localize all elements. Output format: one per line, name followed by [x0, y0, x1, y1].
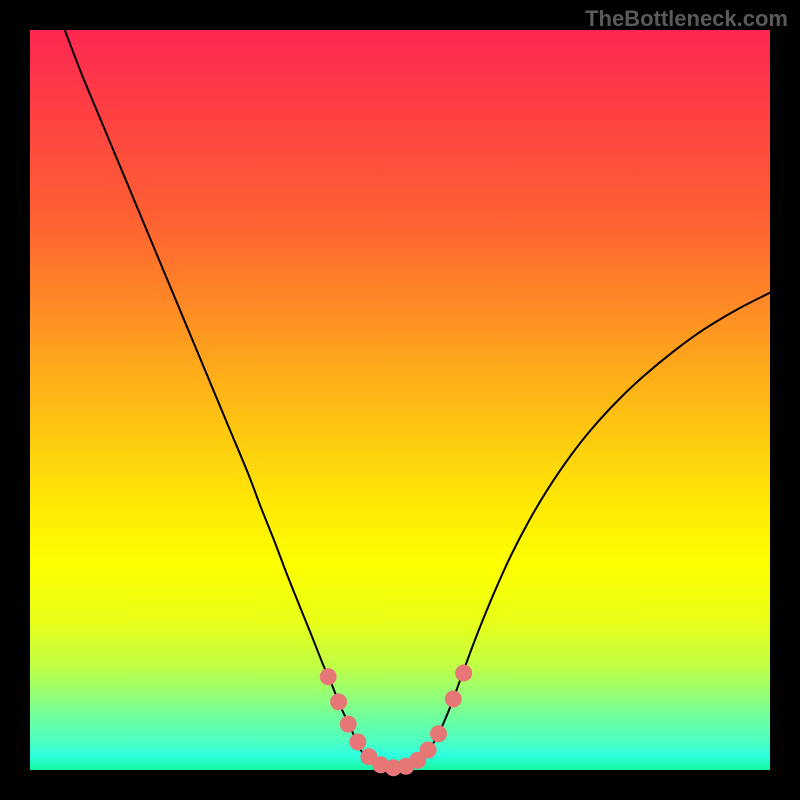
- curve-marker: [420, 742, 437, 759]
- curve-marker: [430, 725, 447, 742]
- curve-marker: [330, 693, 347, 710]
- curve-marker: [455, 665, 472, 682]
- watermark-text: TheBottleneck.com: [585, 6, 788, 32]
- curve-marker: [445, 690, 462, 707]
- curve-marker: [349, 733, 366, 750]
- curve-marker: [320, 668, 337, 685]
- chart-gradient-background: [30, 30, 770, 770]
- chart-svg: [0, 0, 800, 800]
- bottleneck-curve-chart: TheBottleneck.com: [0, 0, 800, 800]
- curve-marker: [340, 716, 357, 733]
